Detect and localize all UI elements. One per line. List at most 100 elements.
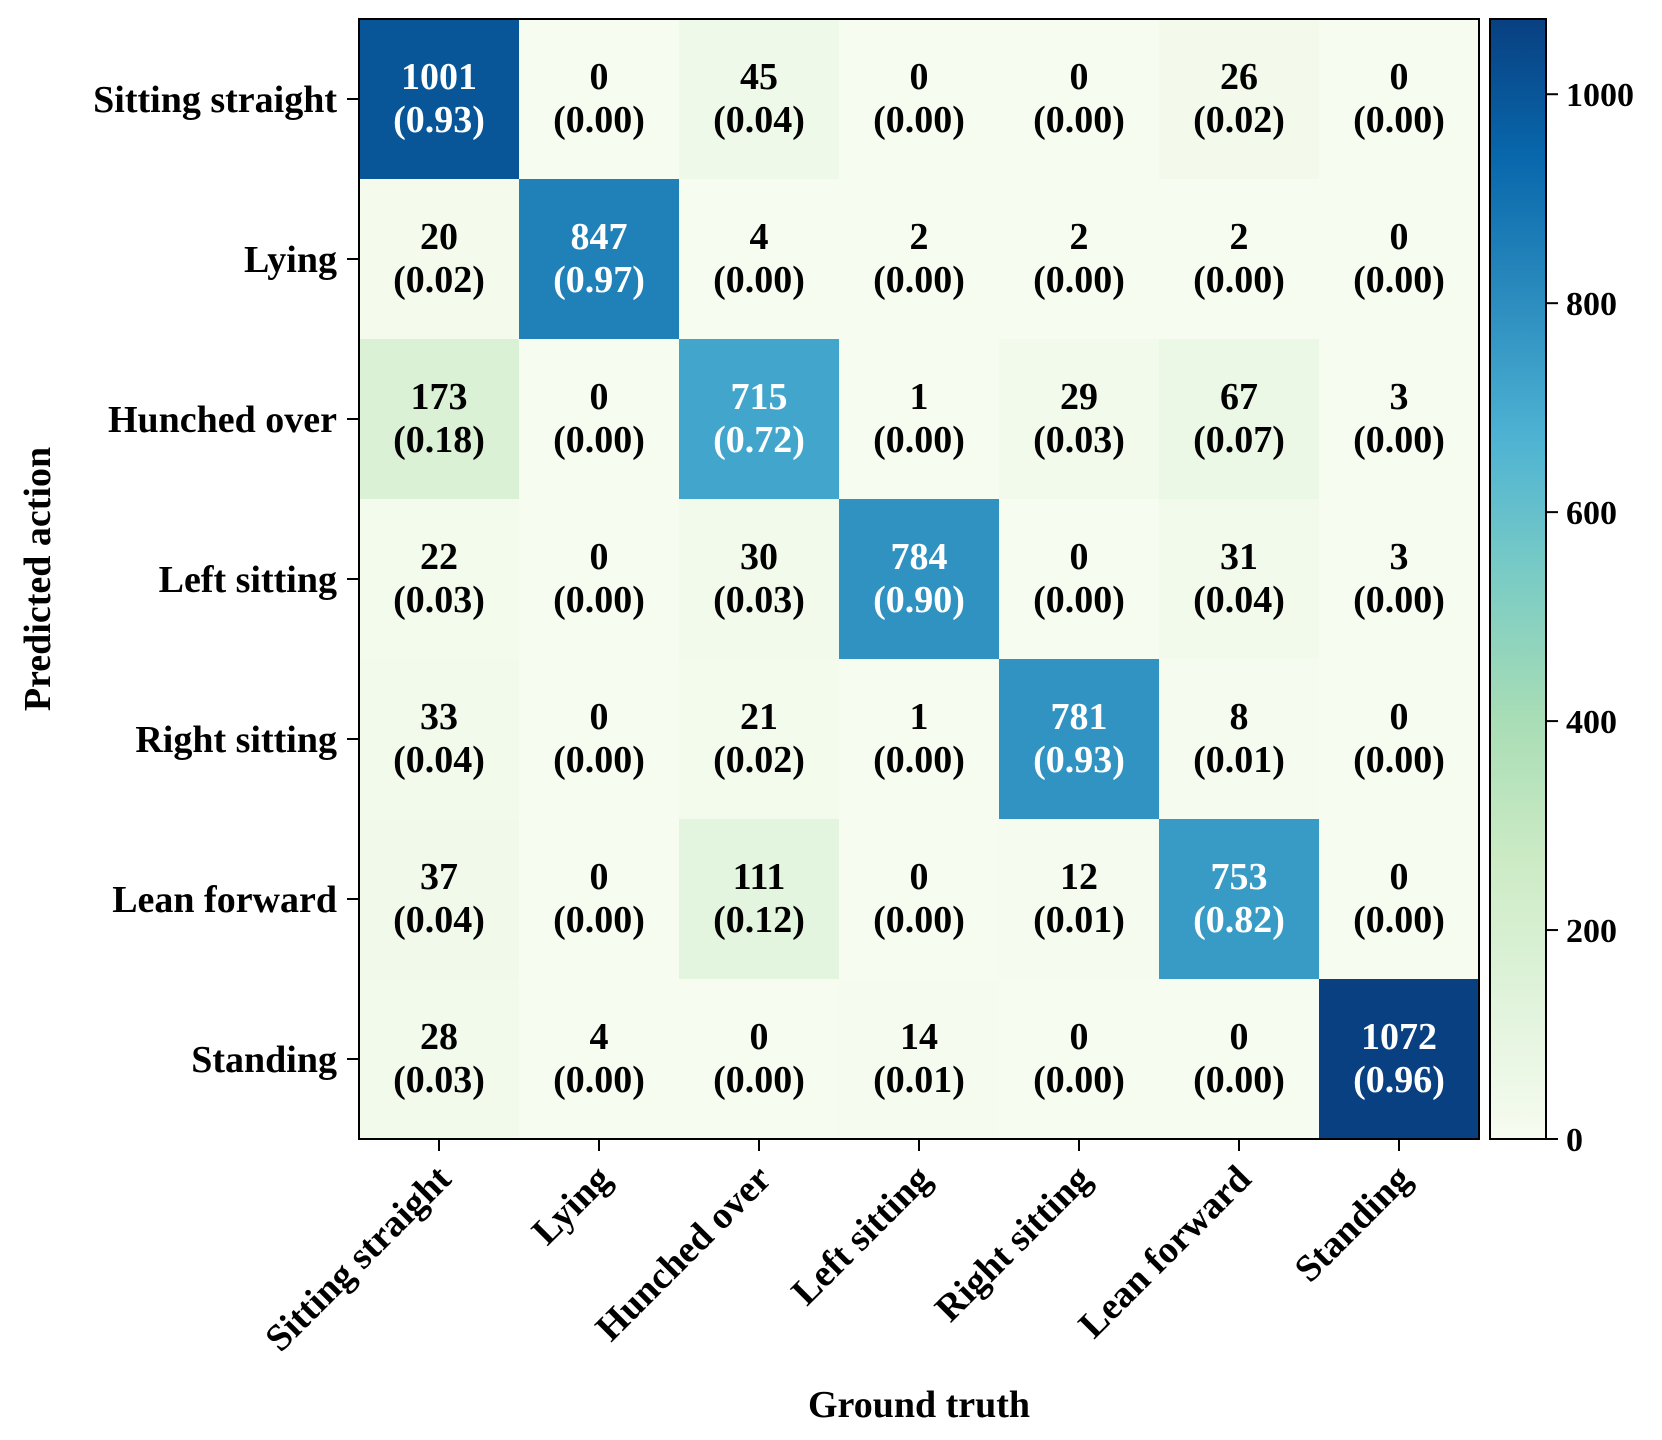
heatmap-cell-r4-c5 <box>1159 659 1320 820</box>
cell-ratio-r3-c1: (0.00) <box>553 579 645 621</box>
heatmap-cell-r4-c1 <box>519 659 680 820</box>
cell-ratio-r4-c0: (0.04) <box>393 739 485 781</box>
cell-count-r2-c1: 0 <box>590 376 609 418</box>
heatmap-cell-r1-c1 <box>519 179 680 340</box>
heatmap-cell-r0-c0 <box>359 19 520 180</box>
heatmap-cell-r1-c3 <box>839 179 1000 340</box>
cell-count-r4-c6: 0 <box>1390 696 1409 738</box>
cell-count-r3-c3: 784 <box>891 536 948 578</box>
cell-ratio-r4-c5: (0.01) <box>1193 739 1285 781</box>
cell-count-r2-c5: 67 <box>1220 376 1258 418</box>
heatmap-cell-r0-c2 <box>679 19 840 180</box>
cell-ratio-r6-c4: (0.00) <box>1033 1059 1125 1101</box>
heatmap-cell-r2-c1 <box>519 339 680 500</box>
cell-ratio-r4-c6: (0.00) <box>1353 739 1445 781</box>
cell-count-r3-c0: 22 <box>420 536 458 578</box>
cell-ratio-r1-c2: (0.00) <box>713 259 805 301</box>
heatmap-cell-r6-c3 <box>839 979 1000 1140</box>
cell-ratio-r3-c3: (0.90) <box>873 579 965 621</box>
cell-ratio-r4-c4: (0.93) <box>1033 739 1125 781</box>
cell-ratio-r0-c3: (0.00) <box>873 99 965 141</box>
cell-count-r3-c6: 3 <box>1390 536 1409 578</box>
y-axis-ticks: Sitting straight Lying Hunched over Left si… <box>93 79 359 1081</box>
cell-ratio-r1-c6: (0.00) <box>1353 259 1445 301</box>
heatmap-cell-r5-c2 <box>679 819 840 980</box>
y-tick-label: Sitting straight <box>93 79 337 121</box>
cell-ratio-r2-c2: (0.72) <box>713 419 805 461</box>
cell-count-r0-c5: 26 <box>1220 56 1258 98</box>
colorbar-tick-label: 600 <box>1566 495 1617 532</box>
heatmap-cell-r1-c6 <box>1319 179 1480 340</box>
cell-ratio-r1-c1: (0.97) <box>553 259 645 301</box>
heatmap-cell-r1-c4 <box>999 179 1160 340</box>
heatmap-cell-r3-c6 <box>1319 499 1480 660</box>
colorbar-ticks: 0 200 400 600 800 1000 <box>1546 77 1634 1159</box>
cell-count-r0-c4: 0 <box>1070 56 1089 98</box>
heatmap-cell-r3-c2 <box>679 499 840 660</box>
cell-count-r1-c0: 20 <box>420 216 458 258</box>
heatmap-cell-r3-c0 <box>359 499 520 660</box>
cell-count-r6-c0: 28 <box>420 1016 458 1058</box>
heatmap-cell-r6-c4 <box>999 979 1160 1140</box>
cell-ratio-r2-c0: (0.18) <box>393 419 485 461</box>
cell-count-r6-c2: 0 <box>750 1016 769 1058</box>
cell-ratio-r5-c0: (0.04) <box>393 899 485 941</box>
cell-ratio-r0-c6: (0.00) <box>1353 99 1445 141</box>
cell-count-r0-c1: 0 <box>590 56 609 98</box>
cell-count-r3-c4: 0 <box>1070 536 1089 578</box>
heatmap-cell-r1-c5 <box>1159 179 1320 340</box>
heatmap-cell-r5-c1 <box>519 819 680 980</box>
heatmap-cell-r6-c5 <box>1159 979 1320 1140</box>
cell-count-r4-c5: 8 <box>1230 696 1249 738</box>
heatmap-cell-r3-c1 <box>519 499 680 660</box>
cell-ratio-r5-c1: (0.00) <box>553 899 645 941</box>
heatmap-cell-r5-c3 <box>839 819 1000 980</box>
heatmap-cell-r5-c4 <box>999 819 1160 980</box>
heatmap-cell-r2-c5 <box>1159 339 1320 500</box>
cell-ratio-r6-c1: (0.00) <box>553 1059 645 1101</box>
heatmap-cell-r4-c2 <box>679 659 840 820</box>
heatmap-cell-r2-c3 <box>839 339 1000 500</box>
cell-ratio-r5-c4: (0.01) <box>1033 899 1125 941</box>
heatmap-cell-r4-c3 <box>839 659 1000 820</box>
heatmap-cell-r5-c0 <box>359 819 520 980</box>
cell-ratio-r1-c3: (0.00) <box>873 259 965 301</box>
colorbar-tick-label: 1000 <box>1566 77 1634 114</box>
heatmap-cell-r6-c2 <box>679 979 840 1140</box>
cell-ratio-r6-c0: (0.03) <box>393 1059 485 1101</box>
y-tick-label: Lying <box>244 239 337 281</box>
cell-ratio-r6-c3: (0.01) <box>873 1059 965 1101</box>
cell-ratio-r1-c4: (0.00) <box>1033 259 1125 301</box>
cell-count-r6-c6: 1072 <box>1361 1016 1437 1058</box>
x-tick-label: Left sitting <box>784 1158 940 1314</box>
x-tick-label: Lying <box>524 1158 619 1253</box>
x-tick-label: Standing <box>1287 1158 1420 1291</box>
cell-ratio-r0-c2: (0.04) <box>713 99 805 141</box>
cell-count-r5-c2: 111 <box>733 856 786 898</box>
cell-ratio-r1-c0: (0.02) <box>393 259 485 301</box>
y-tick-label: Lean forward <box>112 879 337 921</box>
cell-count-r5-c1: 0 <box>590 856 609 898</box>
cell-ratio-r3-c5: (0.04) <box>1193 579 1285 621</box>
cell-ratio-r0-c4: (0.00) <box>1033 99 1125 141</box>
heatmap-cell-r2-c6 <box>1319 339 1480 500</box>
cell-ratio-r4-c2: (0.02) <box>713 739 805 781</box>
x-tick-label: Right sitting <box>927 1158 1099 1330</box>
y-tick-label: Standing <box>191 1039 337 1081</box>
cell-ratio-r5-c6: (0.00) <box>1353 899 1445 941</box>
cell-count-r1-c1: 847 <box>571 216 628 258</box>
y-tick-label: Hunched over <box>108 399 337 441</box>
cell-count-r0-c3: 0 <box>910 56 929 98</box>
y-axis-title: Predicted action <box>17 447 59 711</box>
cell-count-r2-c2: 715 <box>731 376 788 418</box>
x-axis-title: Ground truth <box>808 1384 1030 1426</box>
heatmap-cell-r2-c2 <box>679 339 840 500</box>
cell-ratio-r6-c5: (0.00) <box>1193 1059 1285 1101</box>
cell-count-r2-c4: 29 <box>1060 376 1098 418</box>
heatmap-cell-r2-c0 <box>359 339 520 500</box>
cell-count-r4-c2: 21 <box>740 696 778 738</box>
heatmap-cell-labels: 1001(0.93)0(0.00)45(0.04)0(0.00)0(0.00)2… <box>393 56 1445 1101</box>
cell-ratio-r5-c3: (0.00) <box>873 899 965 941</box>
cell-ratio-r0-c1: (0.00) <box>553 99 645 141</box>
